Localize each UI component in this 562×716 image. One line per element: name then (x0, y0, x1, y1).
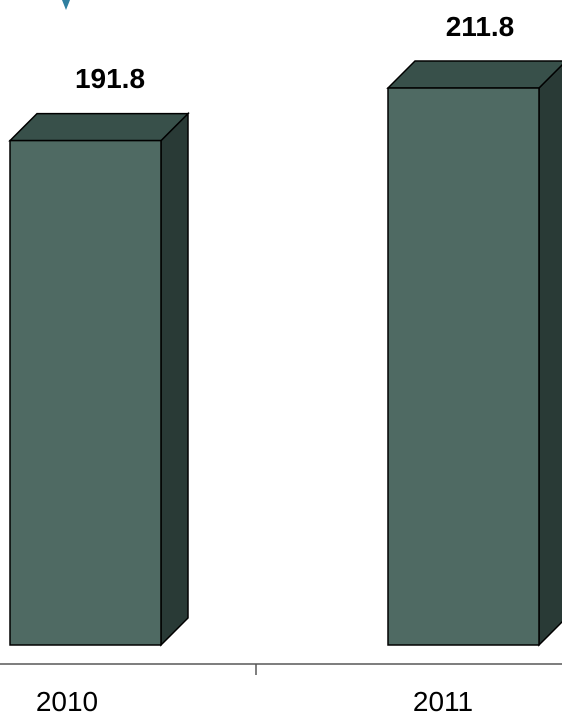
bar-front-face (387, 87, 540, 646)
bars-layer (8, 60, 562, 647)
bar-2011 (386, 60, 562, 647)
bar-side-face (160, 111, 189, 647)
bar-top-face (8, 112, 190, 142)
bar-value-label: 191.8 (75, 63, 145, 94)
bar-2010 (8, 111, 190, 647)
bar-side-face (538, 63, 562, 647)
title-fragment (62, 0, 70, 10)
x-tick-label: 2011 (413, 686, 473, 716)
bar-value-label: 211.8 (446, 11, 515, 42)
x-tick-label: 2010 (36, 686, 98, 716)
bar-top-face (386, 60, 562, 89)
bar-front-face (9, 139, 162, 646)
